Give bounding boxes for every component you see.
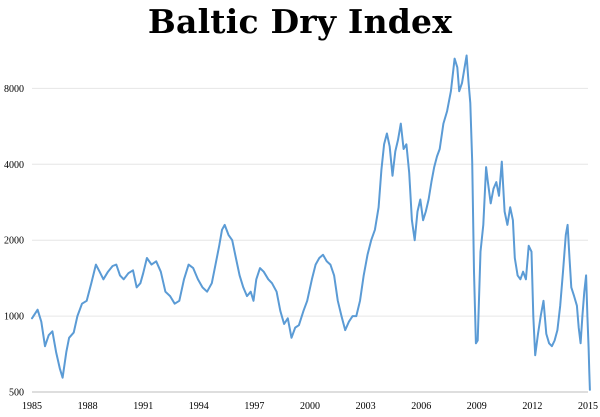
x-tick-label: 2000 (300, 401, 320, 412)
x-tick-label: 2003 (356, 401, 376, 412)
x-tick-label: 2015 (578, 401, 598, 412)
series-layer (31, 54, 591, 391)
x-axis-ticks: 1985 1988 1991 1994 1997 2000 2003 2006 2009 2012… (22, 401, 598, 412)
y-tick-label: 500 (9, 388, 24, 399)
y-tick-label: 8000 (4, 84, 24, 95)
x-tick-label: 1991 (133, 401, 153, 412)
y-tick-label: 2000 (4, 236, 24, 247)
x-tick-label: 2012 (522, 401, 542, 412)
x-tick-label: 2006 (411, 401, 431, 412)
grid (32, 87, 588, 317)
y-axis-ticks: 500 1000 2000 4000 8000 (4, 84, 24, 399)
y-tick-label: 1000 (4, 312, 24, 323)
x-tick-label: 1994 (189, 401, 209, 412)
x-tick-label: 1997 (244, 401, 264, 412)
series-line (31, 54, 591, 391)
x-tick-label: 1985 (22, 401, 42, 412)
y-tick-label: 4000 (4, 160, 24, 171)
x-tick-label: 2009 (467, 401, 487, 412)
chart-title: Baltic Dry Index (147, 2, 453, 41)
x-tick-label: 1988 (78, 401, 98, 412)
